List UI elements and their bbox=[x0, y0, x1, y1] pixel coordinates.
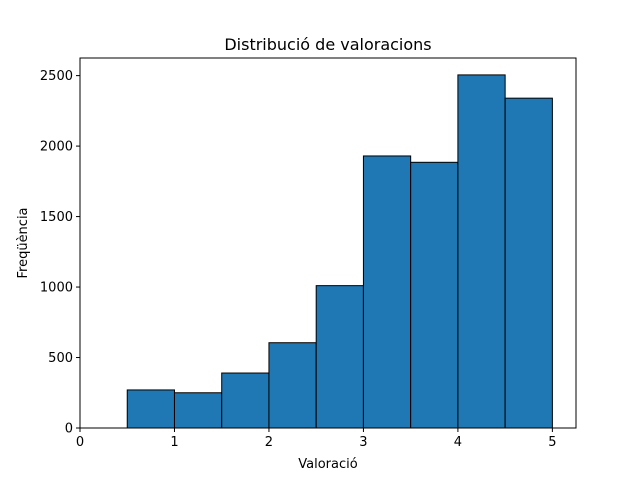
bars-group bbox=[126, 74, 553, 429]
y-tick-label: 1500 bbox=[40, 210, 73, 225]
y-tick-label: 500 bbox=[48, 351, 73, 366]
histogram-bar-3 bbox=[268, 342, 317, 429]
y-tick-label: 2000 bbox=[40, 140, 73, 155]
histogram-bar-0 bbox=[126, 389, 175, 429]
y-tick-label: 2500 bbox=[40, 69, 73, 84]
x-tick-label: 0 bbox=[76, 435, 84, 450]
y-axis-ticks: 0 500 1000 1500 2000 2500 bbox=[40, 69, 80, 437]
x-tick-label: 4 bbox=[454, 435, 462, 450]
plot-frame bbox=[79, 57, 577, 429]
histogram-bar-2 bbox=[221, 372, 270, 429]
histogram-bar-5 bbox=[362, 155, 412, 429]
x-tick-label: 1 bbox=[170, 435, 178, 450]
y-tick-label: 1000 bbox=[40, 281, 73, 296]
chart-title: Distribució de valoracions bbox=[224, 35, 431, 54]
y-tick-label: 0 bbox=[65, 422, 73, 437]
histogram-bar-6 bbox=[410, 161, 459, 429]
histogram-bar-7 bbox=[457, 74, 506, 429]
histogram-bar-4 bbox=[315, 285, 364, 429]
histogram-bar-1 bbox=[173, 392, 223, 429]
x-tick-label: 5 bbox=[548, 435, 556, 450]
y-axis-label: Freqüència bbox=[16, 207, 31, 278]
x-axis-label: Valoració bbox=[298, 457, 357, 472]
x-axis-ticks: 0 1 2 3 4 5 bbox=[76, 428, 557, 450]
x-tick-label: 3 bbox=[359, 435, 367, 450]
histogram-bar-8 bbox=[504, 97, 553, 429]
x-tick-label: 2 bbox=[265, 435, 273, 450]
